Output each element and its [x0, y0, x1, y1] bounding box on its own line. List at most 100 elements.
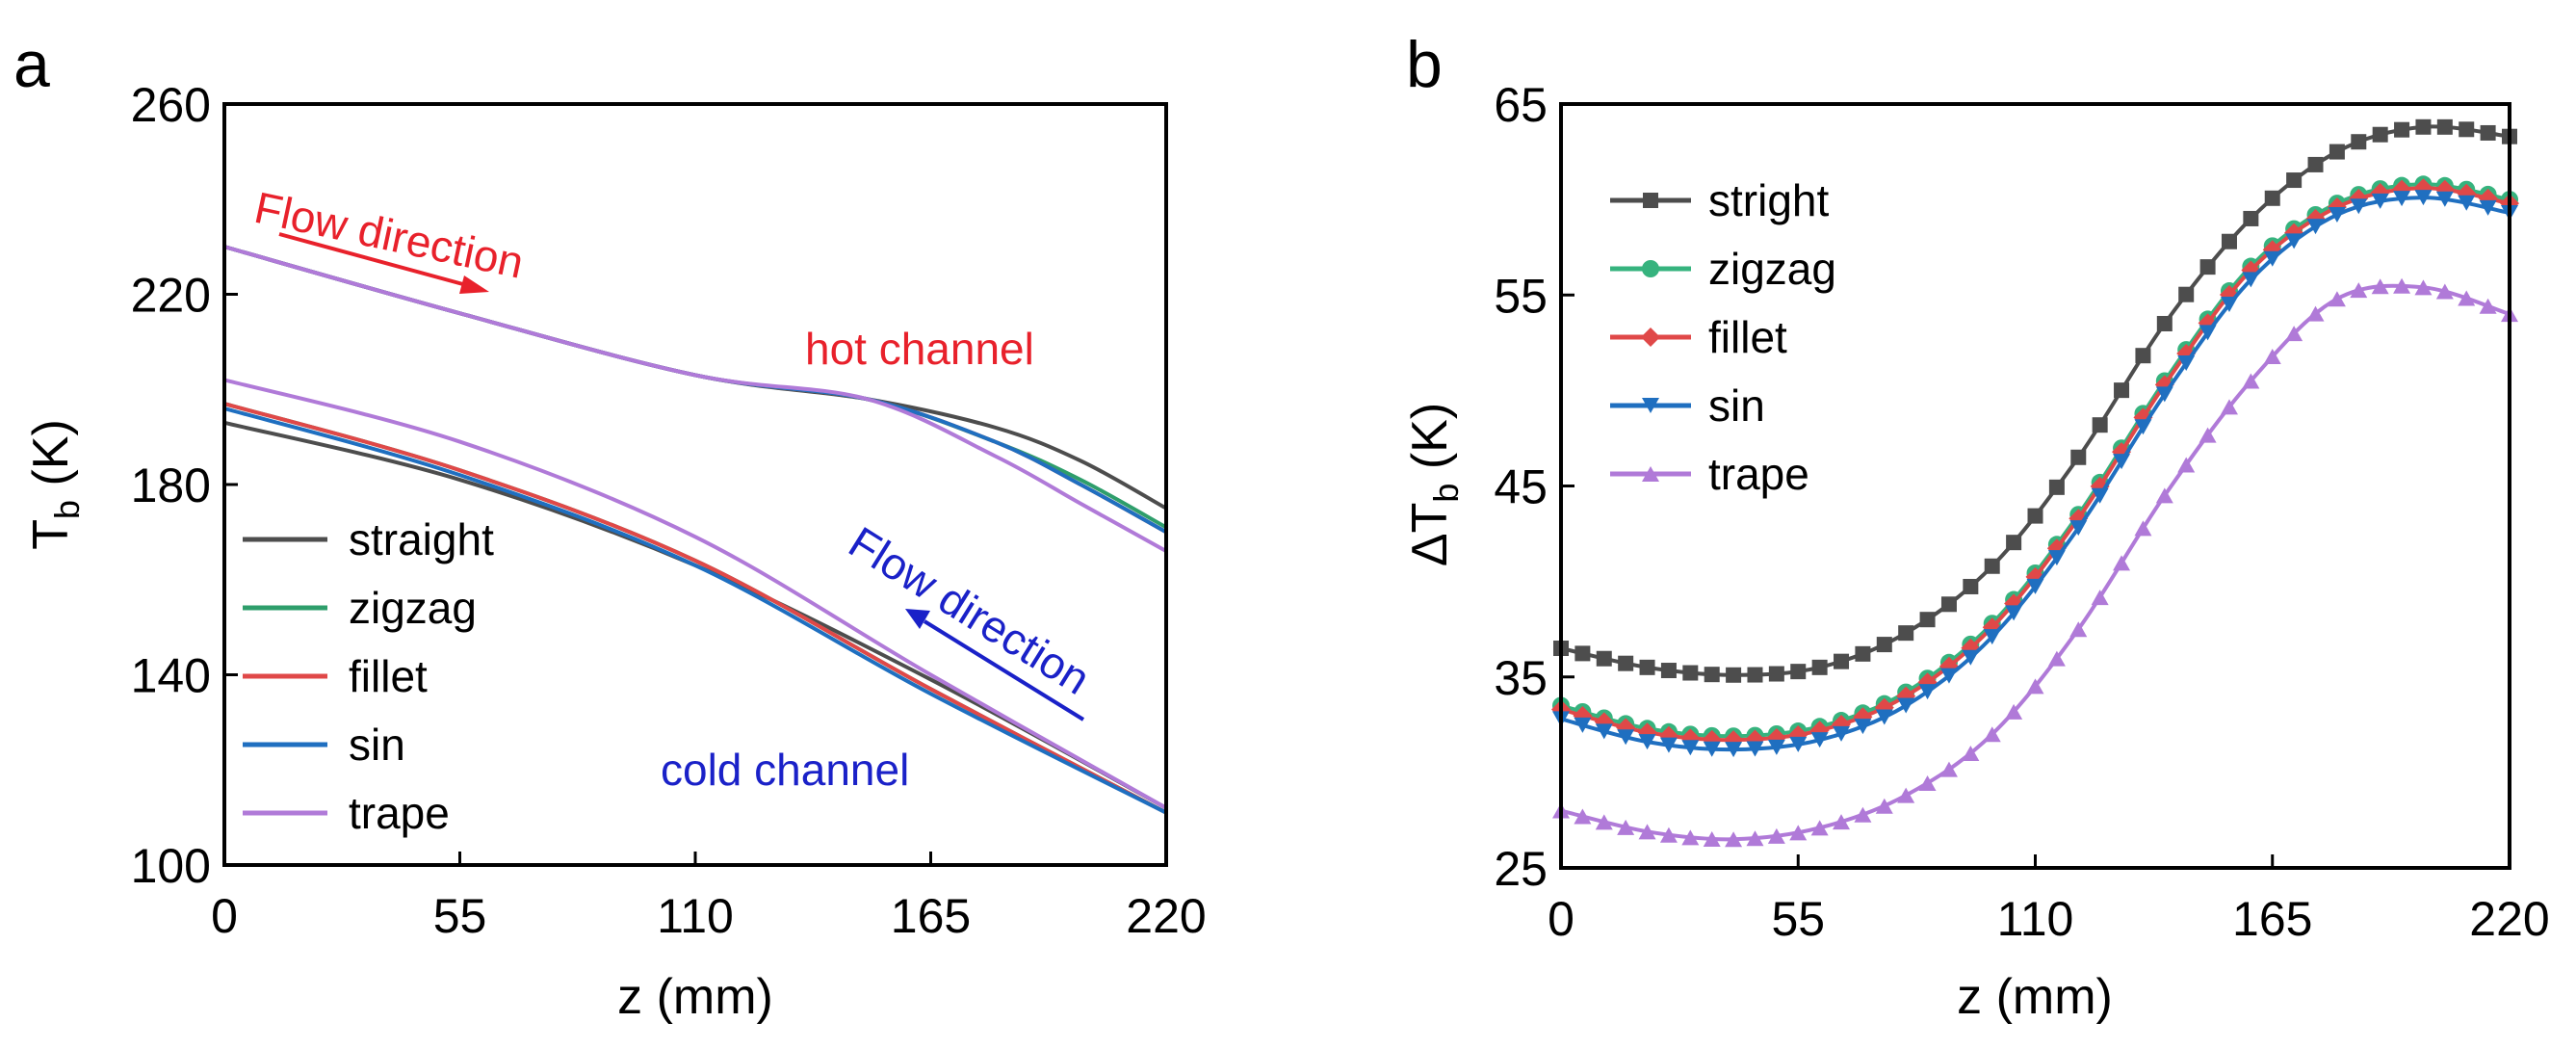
y-tick-label: 140 — [131, 649, 211, 703]
series-sin-point — [2134, 419, 2152, 435]
series-sin-point — [1574, 717, 1592, 733]
series-sin-point — [2242, 272, 2260, 288]
series-trape-point — [1918, 774, 1937, 791]
x-tick-label: 55 — [1771, 892, 1825, 946]
series-sin-point — [2155, 386, 2173, 403]
series-zigzag-line — [1560, 182, 2511, 739]
y-ticks-a: 100 140 180 220 260 — [131, 78, 238, 893]
series-trape-point — [1595, 814, 1613, 830]
series-sin-point — [2113, 454, 2131, 470]
series-stright-point — [2436, 118, 2453, 135]
series-stright-point — [1639, 659, 1655, 675]
series-stright-point — [1768, 666, 1784, 682]
series-trape-point — [1983, 726, 2001, 743]
series-sin-point — [1746, 741, 1764, 757]
legend-b: stright zigzag fillet sin trape — [1610, 175, 1836, 499]
series-sin-point — [2263, 250, 2281, 267]
series-stright-point — [2459, 121, 2475, 138]
series-stright-point — [1726, 667, 1742, 683]
series-sin-point — [2220, 297, 2238, 313]
series-sin-point — [1659, 737, 1678, 753]
series-stright-point — [1876, 637, 1892, 653]
series-stright-point — [2394, 121, 2410, 138]
y-tick-label: 180 — [131, 459, 211, 512]
legend-marker-fillet — [1641, 328, 1660, 347]
series-trape-point — [2458, 290, 2476, 306]
x-axis-label-a: z (mm) — [617, 969, 773, 1025]
series-trape-point — [2047, 650, 2066, 667]
series-sin-point — [2458, 195, 2476, 211]
series-sin-point — [1617, 729, 1635, 746]
legend-marker-stright — [1643, 193, 1658, 208]
series-sin-point — [1833, 725, 1851, 742]
y-axis-label-b-unit: (K) — [1402, 403, 1458, 484]
series-stright-point — [2307, 156, 2324, 172]
series-trape-point — [2371, 278, 2389, 295]
series-stright-point — [1834, 653, 1850, 669]
series-trape-point — [2220, 399, 2238, 415]
series-stright-point — [1596, 650, 1612, 667]
series-trape-point — [1810, 820, 1829, 836]
series-sin-point — [2091, 487, 2109, 504]
legend-marker-trape — [1642, 466, 1659, 482]
series-sin-cold-line — [223, 406, 1167, 815]
series-trape-point — [1939, 761, 1958, 777]
y-axis-label-a-sub: b — [47, 500, 87, 519]
flow-direction-cold-arrow — [923, 619, 1085, 721]
series-stright-point — [2329, 144, 2345, 160]
series-sin-point — [1810, 732, 1829, 748]
series-fillet-line — [1560, 186, 2511, 743]
y-axis-label-a-main: T — [23, 519, 79, 550]
x-tick-label: 220 — [1126, 889, 1206, 943]
series-sin-point — [1725, 742, 1743, 758]
series-stright-point — [2221, 233, 2237, 249]
series-trape-point — [2177, 457, 2196, 473]
flow-direction-hot-arrow — [278, 232, 471, 288]
series-sin-point — [1939, 668, 1958, 684]
y-tick-label: 260 — [131, 78, 211, 132]
series-stright-point — [2415, 118, 2432, 135]
series-trape-point — [1789, 825, 1808, 841]
series-sin-point — [1962, 649, 1980, 666]
x-ticks-b: 0 55 110 165 220 — [1548, 854, 2550, 946]
series-stright-point — [2286, 172, 2303, 189]
series-sin-point — [2026, 578, 2044, 594]
legend-label-sin: sin — [349, 720, 405, 770]
axes-frame-b — [1559, 102, 2511, 870]
x-tick-label: 0 — [211, 889, 238, 943]
series-stright-point — [1963, 578, 1979, 594]
series-sin-point — [2069, 520, 2088, 537]
series-stright-point — [1682, 665, 1699, 681]
series-trape-point — [2069, 621, 2088, 638]
legend-marker-sin — [1642, 398, 1659, 413]
plot-area-b — [1551, 118, 2519, 848]
x-axis-label-b: z (mm) — [1957, 969, 2113, 1025]
series-sin-point — [2435, 191, 2454, 207]
series-sin-point — [1595, 723, 1613, 740]
series-sin-line — [1560, 196, 2511, 752]
series-sin-point — [2047, 550, 2066, 566]
series-stright-point — [2135, 348, 2151, 364]
series-trape-point — [1875, 798, 1893, 814]
series-stright-point — [1984, 558, 2000, 574]
series-stright-point — [1747, 667, 1763, 683]
series-stright-point — [1919, 612, 1936, 628]
x-tick-label: 55 — [433, 889, 487, 943]
y-tick-label: 25 — [1494, 842, 1548, 896]
panel-label-b: b — [1406, 28, 1443, 101]
series-stright-point — [2243, 210, 2259, 226]
series-trape-point — [2479, 298, 2497, 314]
series-trape-point — [1703, 830, 1721, 847]
series-trape-point — [1854, 806, 1872, 823]
series-sin-point — [1918, 684, 1937, 700]
series-trape-point — [2199, 427, 2217, 443]
y-tick-label: 100 — [131, 839, 211, 893]
series-trape-point — [2113, 555, 2131, 571]
series-trape-point — [2350, 282, 2368, 299]
legend-label-zigzag: zigzag — [349, 583, 477, 633]
series-trape-point — [2155, 487, 2173, 504]
series-stright-point — [1855, 645, 1871, 662]
series-sin-point — [2328, 206, 2346, 223]
x-tick-label: 165 — [2232, 892, 2312, 946]
